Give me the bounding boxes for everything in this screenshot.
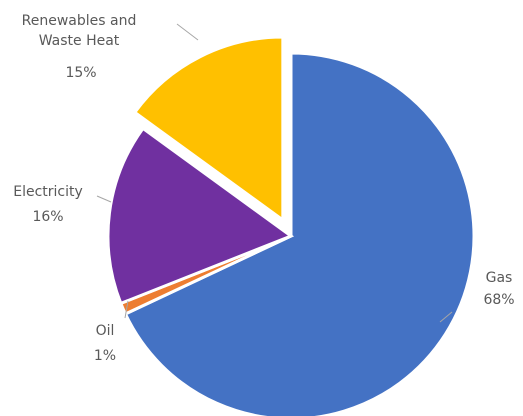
slices-layer <box>106 35 476 416</box>
data-labels: Gas 68% Oil 1% Electricity 16% Renewables and W… <box>13 13 514 364</box>
leader-line-gas <box>439 311 453 323</box>
pie-slice-electricity <box>106 126 295 306</box>
slice-value-label-oil: 1% <box>94 348 116 364</box>
slice-value-label-renewables-and-waste-heat: 15% <box>65 65 96 81</box>
leader-line-electricity <box>96 195 112 203</box>
leader-line-oil <box>124 300 129 319</box>
leader-line-renewables-and-waste-heat <box>176 23 199 41</box>
slice-name-label-gas: Gas <box>486 270 513 286</box>
leader-lines <box>96 23 453 323</box>
slice-value-label-electricity: 16% <box>32 209 63 225</box>
pie-slice-gas <box>123 51 476 416</box>
slice-name-label-renewables-and-waste-heat-line-1: Renewables and <box>22 13 137 29</box>
pie-slice-renewables-and-waste-heat <box>132 35 285 223</box>
slice-name-label-oil: Oil <box>96 323 115 339</box>
slice-value-label-gas: 68% <box>483 292 514 308</box>
slice-name-label-electricity: Electricity <box>13 184 83 200</box>
slice-name-label-renewables-and-waste-heat-line-2: Waste Heat <box>39 33 120 49</box>
